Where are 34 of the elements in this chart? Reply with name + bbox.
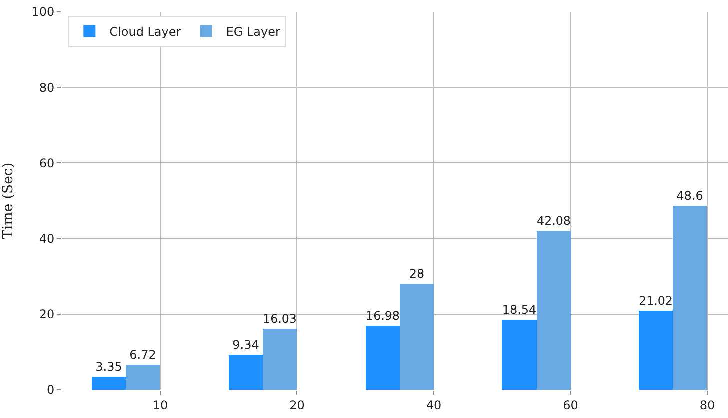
y-tick-label: 20	[39, 308, 55, 322]
y-axis-title: Time (Sec)	[0, 162, 16, 240]
data-label: 3.35	[96, 360, 122, 374]
y-tick-label: 80	[39, 80, 55, 95]
x-tick-label: 80	[700, 398, 716, 412]
x-tick-label: 40	[426, 398, 442, 412]
bar	[502, 320, 537, 390]
y-tick-label: 40	[39, 232, 55, 246]
legend-label: EG Layer	[226, 24, 280, 39]
bar	[229, 355, 263, 390]
data-label: 48.6	[676, 189, 704, 203]
bar	[126, 365, 160, 390]
x-tick-label: 60	[563, 398, 578, 412]
data-label: 42.08	[537, 214, 571, 228]
y-tick-label: 100	[32, 5, 55, 20]
data-label: 16.03	[263, 312, 297, 326]
bar	[263, 329, 297, 390]
bar	[673, 206, 707, 390]
bar	[639, 311, 673, 390]
bar	[92, 377, 126, 390]
y-tick-label: 0	[46, 383, 55, 398]
data-label: 9.34	[232, 338, 260, 352]
data-label: 18.54	[502, 303, 537, 317]
y-tick-label: 60	[39, 156, 55, 170]
data-label: 6.72	[130, 348, 156, 362]
bar	[366, 326, 400, 390]
data-label: 16.98	[366, 309, 400, 324]
bar	[537, 231, 571, 390]
x-tick-label: 10	[152, 398, 168, 412]
x-tick-label: 20	[290, 398, 305, 412]
data-label: 21.02	[639, 294, 673, 308]
data-label: 28	[409, 267, 425, 281]
bar	[400, 284, 434, 390]
legend-label: Cloud Layer	[110, 24, 182, 39]
